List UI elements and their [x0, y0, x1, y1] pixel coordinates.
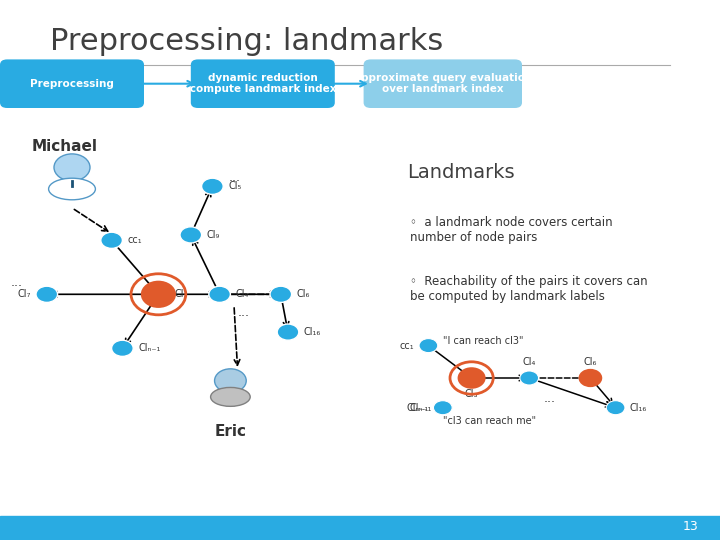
Text: ◦  a landmark node covers certain
number of node pairs: ◦ a landmark node covers certain number … [410, 216, 613, 244]
Text: Eric: Eric [215, 424, 246, 439]
Circle shape [36, 286, 58, 302]
Circle shape [459, 368, 485, 388]
Text: Cl₉: Cl₉ [207, 230, 220, 240]
Text: Preprocessing: landmarks: Preprocessing: landmarks [50, 27, 444, 56]
Circle shape [277, 324, 299, 340]
Circle shape [419, 339, 438, 353]
Circle shape [209, 286, 230, 302]
Text: "cl3 can reach me": "cl3 can reach me" [443, 416, 536, 426]
Text: Cl₆: Cl₆ [297, 289, 310, 299]
Text: Cl₅: Cl₅ [228, 181, 241, 191]
Text: Cl₄: Cl₄ [523, 357, 536, 367]
Text: Clₙ₋₁: Clₙ₋₁ [138, 343, 161, 353]
Circle shape [54, 154, 90, 181]
Text: ◦  Reachability of the pairs it covers can
be computed by landmark labels: ◦ Reachability of the pairs it covers ca… [410, 275, 648, 303]
Text: Preprocessing: Preprocessing [30, 79, 114, 89]
Text: cc₁: cc₁ [400, 341, 414, 350]
Text: Clₙ₋₁: Clₙ₋₁ [410, 403, 432, 413]
Text: "I can reach cl3": "I can reach cl3" [443, 336, 523, 346]
Circle shape [270, 286, 292, 302]
Bar [0, 516, 720, 540]
Circle shape [101, 232, 122, 248]
Ellipse shape [210, 388, 251, 406]
Circle shape [433, 401, 452, 415]
Text: 13: 13 [683, 520, 698, 533]
Text: Landmarks: Landmarks [407, 163, 514, 183]
Text: ...: ... [11, 276, 23, 289]
Circle shape [433, 401, 452, 415]
Text: Clₙ₋₁: Clₙ₋₁ [406, 403, 428, 413]
Circle shape [112, 340, 133, 356]
Text: Cl₇: Cl₇ [17, 289, 31, 299]
Circle shape [180, 227, 202, 243]
Circle shape [143, 282, 174, 306]
FancyBboxPatch shape [0, 59, 144, 108]
Circle shape [215, 369, 246, 393]
Circle shape [202, 178, 223, 194]
Text: dynamic reduction
(compute landmark index): dynamic reduction (compute landmark inde… [184, 73, 341, 94]
Text: Cl₆: Cl₆ [584, 357, 597, 367]
Text: ...: ... [228, 171, 240, 184]
Text: ...: ... [544, 392, 556, 406]
Circle shape [520, 371, 539, 385]
Circle shape [606, 401, 625, 415]
Text: Cl₃: Cl₃ [465, 389, 478, 399]
FancyBboxPatch shape [191, 59, 335, 108]
Text: Cl₄: Cl₄ [235, 289, 249, 299]
FancyBboxPatch shape [364, 59, 522, 108]
Ellipse shape [48, 178, 95, 200]
Text: Cl₁₆: Cl₁₆ [304, 327, 321, 337]
Circle shape [580, 370, 601, 386]
Text: cc₁: cc₁ [127, 235, 142, 245]
Text: ...: ... [238, 306, 250, 319]
Text: Cl₁₆: Cl₁₆ [630, 403, 647, 413]
Text: Cl₃: Cl₃ [174, 289, 188, 299]
Text: Michael: Michael [32, 139, 98, 154]
Text: Approximate query evaluation
over landmark index: Approximate query evaluation over landma… [353, 73, 533, 94]
